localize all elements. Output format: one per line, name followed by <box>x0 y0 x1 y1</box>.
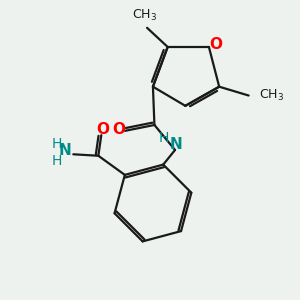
Text: H: H <box>159 130 169 145</box>
Text: N: N <box>59 143 71 158</box>
Text: N: N <box>169 136 182 152</box>
Text: H: H <box>52 137 62 151</box>
Text: O: O <box>112 122 125 137</box>
Text: H: H <box>52 154 62 168</box>
Text: O: O <box>209 37 222 52</box>
Text: CH$_3$: CH$_3$ <box>131 8 157 22</box>
Text: CH$_3$: CH$_3$ <box>259 88 284 103</box>
Text: O: O <box>96 122 109 137</box>
